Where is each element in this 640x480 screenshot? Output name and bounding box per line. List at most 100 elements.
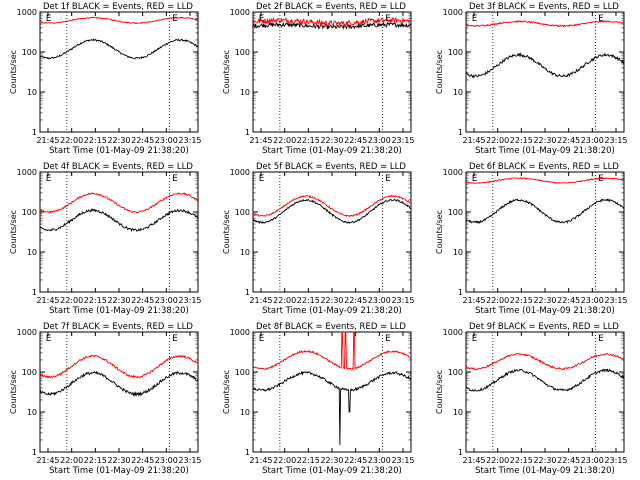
x-tick-label: 22:00 bbox=[60, 296, 83, 305]
series-line bbox=[465, 352, 625, 371]
y-tick-label: 100 bbox=[448, 208, 463, 217]
x-tick-label: 22:45 bbox=[344, 296, 367, 305]
x-tick-label: 23:15 bbox=[178, 296, 201, 305]
x-tick-label: 21:45 bbox=[249, 136, 272, 145]
panel-title: Det 5f BLACK = Events, RED = LLD bbox=[256, 162, 406, 172]
x-tick-label: 23:00 bbox=[368, 136, 391, 145]
flare-marker-label: E bbox=[172, 14, 178, 24]
y-axis-label: Counts/sec bbox=[435, 370, 444, 414]
y-tick-label: 10 bbox=[453, 248, 463, 257]
x-tick-label: 22:30 bbox=[533, 136, 556, 145]
y-tick-label: 1 bbox=[32, 288, 37, 297]
x-tick-label: 21:45 bbox=[249, 456, 272, 465]
y-axis-label: Counts/sec bbox=[222, 210, 231, 254]
flare-marker-label: E bbox=[259, 334, 265, 344]
panel-title: Det 9f BLACK = Events, RED = LLD bbox=[469, 322, 619, 332]
detector-panel: Det 9f BLACK = Events, RED = LLD 1 10 100 10… bbox=[435, 322, 628, 476]
y-tick-label: 1 bbox=[458, 288, 463, 297]
x-tick-label: 22:15 bbox=[297, 456, 320, 465]
series-line bbox=[39, 16, 199, 25]
x-axis-label: Start Time (01-May-09 21:38:20) bbox=[49, 306, 189, 316]
x-tick-label: 23:15 bbox=[604, 296, 627, 305]
flare-marker-label: E bbox=[472, 174, 478, 184]
series-line bbox=[252, 370, 412, 446]
y-tick-label: 10 bbox=[27, 408, 37, 417]
x-axis-label: Start Time (01-May-09 21:38:20) bbox=[262, 306, 402, 316]
y-tick-label: 10 bbox=[240, 248, 250, 257]
x-tick-label: 22:00 bbox=[486, 296, 509, 305]
y-axis-label: Counts/sec bbox=[9, 210, 18, 254]
series-line bbox=[252, 198, 412, 225]
flare-marker-label: E bbox=[598, 14, 604, 24]
y-tick-label: 10 bbox=[453, 408, 463, 417]
x-tick-label: 22:15 bbox=[297, 136, 320, 145]
plot-frame bbox=[39, 171, 199, 293]
y-tick-label: 10 bbox=[27, 88, 37, 97]
x-tick-label: 22:15 bbox=[510, 136, 533, 145]
x-tick-label: 23:15 bbox=[604, 136, 627, 145]
x-tick-label: 22:00 bbox=[60, 136, 83, 145]
x-tick-label: 22:15 bbox=[84, 136, 107, 145]
detector-panel: Det 5f BLACK = Events, RED = LLD 1 10 100 10… bbox=[222, 162, 415, 316]
y-tick-label: 1000 bbox=[443, 168, 463, 177]
flare-marker-label: E bbox=[172, 334, 178, 344]
flare-marker-label: E bbox=[172, 174, 178, 184]
x-tick-label: 22:45 bbox=[131, 136, 154, 145]
y-tick-label: 100 bbox=[448, 48, 463, 57]
x-tick-label: 22:30 bbox=[320, 296, 343, 305]
panel-title: Det 3f BLACK = Events, RED = LLD bbox=[469, 2, 619, 12]
series-line bbox=[252, 16, 412, 27]
y-tick-label: 1 bbox=[245, 128, 250, 137]
y-axis-label: Counts/sec bbox=[222, 50, 231, 94]
x-tick-label: 22:45 bbox=[344, 136, 367, 145]
y-tick-label: 10 bbox=[240, 88, 250, 97]
x-tick-label: 23:15 bbox=[604, 456, 627, 465]
x-tick-label: 23:15 bbox=[391, 456, 414, 465]
y-tick-label: 1 bbox=[458, 128, 463, 137]
x-axis-label: Start Time (01-May-09 21:38:20) bbox=[49, 146, 189, 156]
x-tick-label: 21:45 bbox=[36, 296, 59, 305]
x-tick-label: 23:15 bbox=[178, 456, 201, 465]
panel-title: Det 8f BLACK = Events, RED = LLD bbox=[256, 322, 406, 332]
x-tick-label: 23:15 bbox=[391, 136, 414, 145]
y-tick-label: 1000 bbox=[443, 8, 463, 17]
detector-panel: Det 8f BLACK = Events, RED = LLD 1 10 100 10… bbox=[222, 322, 415, 476]
x-tick-label: 22:30 bbox=[107, 296, 130, 305]
y-tick-label: 1 bbox=[32, 448, 37, 457]
series-line bbox=[252, 194, 411, 218]
x-tick-label: 22:00 bbox=[273, 456, 296, 465]
plot-frame bbox=[465, 171, 625, 293]
x-tick-label: 23:00 bbox=[581, 456, 604, 465]
flare-marker-label: E bbox=[385, 174, 391, 184]
y-tick-label: 1000 bbox=[230, 8, 250, 17]
x-tick-label: 22:00 bbox=[60, 456, 83, 465]
detector-panel: Det 4f BLACK = Events, RED = LLD 1 10 100 10… bbox=[9, 162, 202, 316]
x-tick-label: 22:15 bbox=[510, 456, 533, 465]
flare-marker-label: E bbox=[472, 14, 478, 24]
y-tick-label: 1000 bbox=[17, 328, 37, 337]
x-tick-label: 22:15 bbox=[297, 296, 320, 305]
y-axis-label: Counts/sec bbox=[435, 50, 444, 94]
x-tick-label: 23:00 bbox=[368, 296, 391, 305]
x-tick-label: 21:45 bbox=[462, 136, 485, 145]
x-axis-label: Start Time (01-May-09 21:38:20) bbox=[475, 146, 615, 156]
detector-panel: Det 1f BLACK = Events, RED = LLD 1 10 100 10… bbox=[9, 2, 202, 156]
flare-marker-label: E bbox=[46, 334, 52, 344]
x-axis-label: Start Time (01-May-09 21:38:20) bbox=[49, 466, 189, 476]
series-line bbox=[465, 198, 625, 225]
series-line bbox=[252, 21, 412, 30]
x-tick-label: 22:45 bbox=[131, 296, 154, 305]
flare-marker-label: E bbox=[46, 14, 52, 24]
x-tick-label: 22:45 bbox=[557, 296, 580, 305]
y-tick-label: 10 bbox=[27, 248, 37, 257]
x-tick-label: 23:00 bbox=[581, 296, 604, 305]
y-tick-label: 1 bbox=[458, 448, 463, 457]
x-axis-label: Start Time (01-May-09 21:38:20) bbox=[475, 466, 615, 476]
plot-frame bbox=[465, 331, 625, 453]
x-tick-label: 21:45 bbox=[36, 136, 59, 145]
x-tick-label: 22:30 bbox=[320, 456, 343, 465]
x-tick-label: 21:45 bbox=[462, 456, 485, 465]
series-line bbox=[252, 331, 412, 371]
flare-marker-label: E bbox=[259, 174, 265, 184]
